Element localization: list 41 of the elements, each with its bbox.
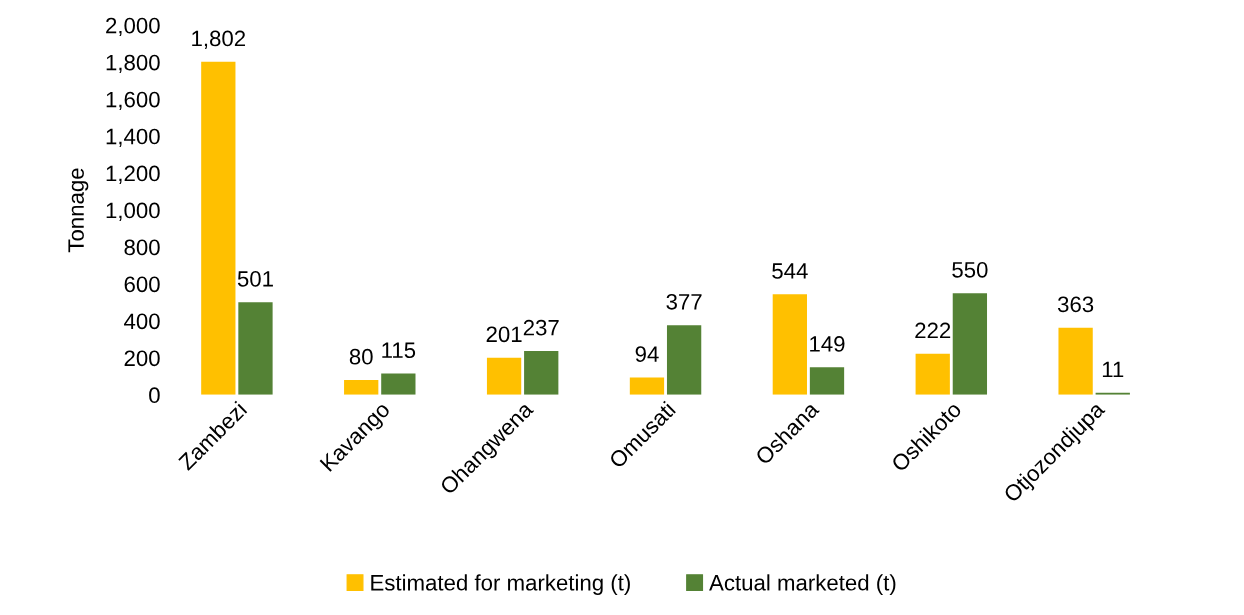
bar	[952, 293, 988, 395]
bar	[486, 357, 522, 395]
bar	[524, 351, 559, 395]
bar	[772, 294, 807, 395]
y-tick-label: 400	[124, 313, 160, 330]
bar	[629, 377, 665, 395]
data-label: 115	[382, 342, 416, 359]
data-label: 363	[1057, 296, 1094, 313]
data-label: 11	[1102, 361, 1124, 378]
data-label: 237	[523, 319, 559, 336]
bar	[1058, 327, 1093, 395]
y-tick-label: 800	[124, 239, 160, 256]
bar	[915, 353, 950, 395]
y-tick-label: 1,600	[106, 91, 160, 111]
bar	[381, 373, 416, 395]
data-label: 377	[666, 293, 702, 310]
data-label: 149	[810, 336, 845, 352]
y-tick-label: 1,400	[106, 128, 160, 147]
bar	[666, 325, 702, 395]
bar	[238, 302, 273, 395]
y-tick-label: 2,000	[106, 17, 160, 37]
y-tick-label: 200	[124, 350, 160, 367]
data-label: 80	[349, 348, 373, 365]
bar	[809, 367, 845, 395]
y-tick-label: 1,200	[106, 165, 160, 184]
data-label: 201	[486, 326, 522, 343]
legend-label: Actual marketed (t)	[709, 574, 896, 595]
y-tick-label: 1,000	[106, 202, 160, 221]
data-label: 501	[237, 271, 273, 287]
y-tick-label: 1,800	[106, 54, 160, 74]
bar	[344, 380, 379, 395]
y-tick-label: 600	[124, 276, 160, 293]
data-label: 1,802	[192, 30, 246, 49]
legend-label: Estimated for marketing (t)	[371, 574, 630, 595]
y-axis-title: Tonnage	[68, 168, 89, 253]
data-label: 544	[772, 263, 808, 279]
data-label: 222	[915, 322, 951, 339]
data-label: 550	[952, 261, 988, 278]
y-tick-label: 0	[149, 387, 160, 404]
data-label: 94	[635, 346, 659, 362]
bar	[201, 61, 236, 395]
